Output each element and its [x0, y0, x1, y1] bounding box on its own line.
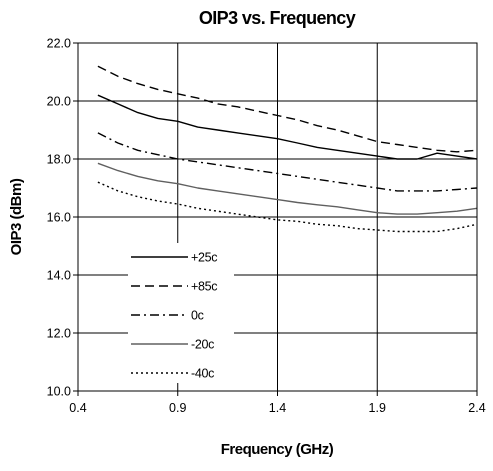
chart-title: OIP3 vs. Frequency [199, 8, 356, 28]
y-tick-label: 12.0 [47, 327, 71, 341]
y-axis-title: OIP3 (dBm) [8, 178, 25, 255]
series-line-4 [97, 162, 478, 215]
series-line-2 [97, 65, 478, 153]
y-tick-label: 14.0 [47, 269, 71, 283]
x-tick-label: 0.9 [169, 401, 186, 415]
x-tick-label: 1.9 [369, 401, 386, 415]
x-tick-label: 1.4 [269, 401, 286, 415]
legend-label: +25c [191, 251, 217, 265]
y-tick-label: 10.0 [47, 385, 71, 399]
y-tick-label: 22.0 [47, 37, 71, 51]
legend: +25c +85c 0c -20c -40c [128, 243, 234, 383]
legend-label: -40c [191, 367, 214, 381]
x-tick-label: 2.4 [468, 401, 485, 415]
series-line-3 [97, 132, 478, 192]
legend-background [128, 243, 234, 383]
series-line-1 [97, 94, 478, 160]
legend-label: -20c [191, 338, 214, 352]
legend-label: 0c [191, 309, 204, 323]
series-line-5 [97, 181, 478, 233]
y-tick-label: 20.0 [47, 95, 71, 109]
axis-ticks: 10.0 12.0 14.0 16.0 18.0 20.0 22.0 0.4 0.9 1.4 1.9… [47, 37, 486, 416]
x-axis-title: Frequency (GHz) [221, 441, 334, 458]
y-tick-label: 18.0 [47, 153, 71, 167]
x-tick-label: 0.4 [69, 401, 86, 415]
legend-label: +85c [191, 280, 217, 294]
series-layer [97, 65, 478, 233]
y-tick-label: 16.0 [47, 211, 71, 225]
